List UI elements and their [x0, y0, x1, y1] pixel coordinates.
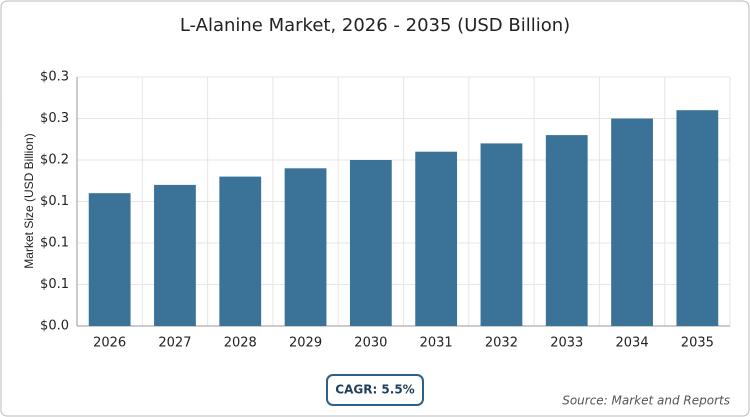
x-tick-label: 2029	[289, 336, 322, 351]
y-tick-label: $0.3	[40, 111, 69, 126]
x-tick-label: 2027	[158, 336, 191, 351]
x-tick-label: 2032	[485, 336, 518, 351]
bar	[219, 176, 262, 326]
x-tick-label: 2030	[354, 336, 387, 351]
source: Source: Market and Reports	[562, 394, 730, 408]
y-tick-label: $0.1	[40, 236, 69, 251]
x-tick-label: 2028	[224, 336, 257, 351]
y-tick-label: $0.2	[40, 153, 69, 168]
plot-area: $0.0 $0.1 $0.1 $0.1 $0.2 $0.3 $0.3 2026 2027 2028…	[40, 70, 731, 351]
bar	[611, 118, 653, 326]
bar	[480, 143, 523, 326]
chart-title: L-Alanine Market, 2026 - 2035 (USD Billi…	[180, 15, 570, 36]
cagr-label: CAGR: 5.5%	[335, 383, 414, 397]
bar	[154, 184, 196, 326]
y-tick-label: $0.1	[40, 194, 69, 209]
cagr-box	[326, 374, 424, 406]
y-axis-label: Market Size (USD Billion)	[22, 133, 36, 268]
y-tick-label: $0.0	[40, 319, 69, 334]
bar	[284, 168, 327, 326]
x-tick-label: 2033	[550, 336, 583, 351]
x-tick-label: 2035	[681, 336, 714, 351]
x-tick-label: 2031	[420, 336, 453, 351]
bar	[349, 160, 392, 326]
y-tick-label: $0.1	[40, 277, 69, 292]
y-tick-label: $0.3	[40, 70, 69, 85]
bar	[415, 151, 458, 326]
bar	[545, 135, 588, 326]
bar	[676, 110, 719, 326]
bar	[88, 193, 131, 326]
x-tick-label: 2026	[93, 336, 126, 351]
x-tick-label: 2034	[616, 336, 649, 351]
